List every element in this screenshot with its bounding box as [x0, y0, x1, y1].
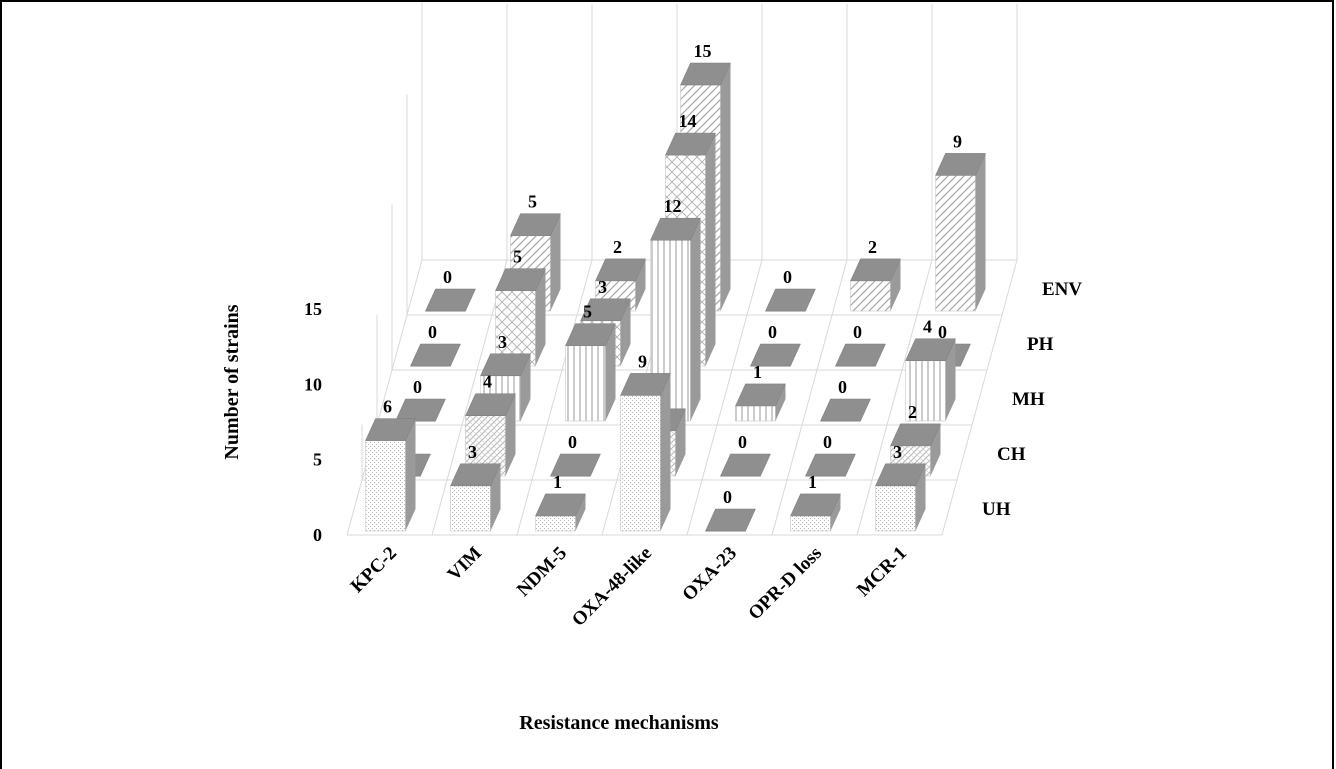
- bar-value-label: 3: [468, 442, 477, 462]
- series-label: CH: [997, 444, 1026, 465]
- bar-value-label: 4: [923, 317, 932, 337]
- series-label: UH: [982, 499, 1011, 520]
- bar: [410, 343, 461, 367]
- bar-value-label: 9: [638, 351, 647, 371]
- category-label: OXA-48-like: [568, 543, 656, 631]
- bar-value-label: 2: [908, 402, 917, 422]
- bar: [565, 323, 616, 422]
- bar-value-label: 2: [613, 237, 622, 257]
- bar-value-label: 9: [953, 131, 962, 151]
- series-depth-labels: UH CH MH PH ENV: [982, 279, 1082, 520]
- bar-value-label: 6: [383, 397, 392, 417]
- bar-value-label: 5: [513, 247, 522, 267]
- y-tick-label: 15: [304, 299, 322, 319]
- bar: [620, 373, 671, 532]
- bar-value-label: 1: [753, 362, 762, 382]
- bar: [720, 453, 771, 477]
- bar: [495, 268, 546, 367]
- series-label: PH: [1027, 334, 1054, 355]
- y-axis-tick-labels: 0 5 10 15: [304, 299, 322, 545]
- bar-value-label: 0: [723, 487, 732, 507]
- bar-value-label: 0: [783, 267, 792, 287]
- bar-value-label: 0: [428, 322, 437, 342]
- bar-value-label: 3: [893, 442, 902, 462]
- y-tick-label: 10: [304, 374, 322, 394]
- bar: [550, 453, 601, 477]
- bar: [835, 343, 886, 367]
- bar-value-label: 0: [938, 322, 947, 342]
- x-axis-title: Resistance mechanisms: [519, 712, 719, 734]
- bar: [790, 493, 841, 532]
- bar: [365, 418, 416, 532]
- category-label: OPR-D loss: [744, 543, 826, 625]
- bar-value-label: 5: [583, 302, 592, 322]
- bar: [735, 383, 786, 422]
- category-label: VIM: [444, 543, 487, 586]
- bar: [535, 493, 586, 532]
- bars-group: 92015250000143504011253020030403109136: [365, 41, 986, 532]
- bar: [765, 288, 816, 312]
- bar: [425, 288, 476, 312]
- category-label: OXA-23: [678, 543, 741, 606]
- bar-value-label: 0: [853, 322, 862, 342]
- bar-value-label: 14: [679, 111, 697, 131]
- bar-value-label: 0: [738, 432, 747, 452]
- series-label: ENV: [1042, 279, 1082, 300]
- bar-value-label: 2: [868, 237, 877, 257]
- bar: [850, 258, 901, 312]
- y-tick-label: 0: [313, 525, 322, 545]
- bar-value-label: 0: [838, 377, 847, 397]
- bar: [875, 463, 926, 532]
- y-axis-title: Number of strains: [221, 304, 243, 459]
- bar-value-label: 1: [808, 472, 817, 492]
- bar: [705, 508, 756, 532]
- bar-value-label: 4: [483, 372, 492, 392]
- bar-value-label: 0: [768, 322, 777, 342]
- bar-value-label: 0: [413, 377, 422, 397]
- bar: [395, 398, 446, 422]
- category-label: NDM-5: [513, 543, 571, 601]
- bar-value-label: 3: [598, 277, 607, 297]
- bar-value-label: 0: [823, 432, 832, 452]
- bar: [450, 463, 501, 532]
- bar: [935, 153, 986, 312]
- bar-value-label: 0: [568, 432, 577, 452]
- series-label: MH: [1012, 389, 1045, 410]
- y-tick-label: 5: [313, 450, 322, 470]
- bar: [905, 338, 956, 422]
- category-label: KPC-2: [347, 543, 401, 597]
- bar-value-label: 5: [528, 192, 537, 212]
- bar: [805, 453, 856, 477]
- bar: [750, 343, 801, 367]
- bar-value-label: 3: [498, 332, 507, 352]
- bar-value-label: 12: [664, 196, 682, 216]
- bar: [820, 398, 871, 422]
- bar-value-label: 1: [553, 472, 562, 492]
- bar-value-label: 0: [443, 267, 452, 287]
- category-label: MCR-1: [853, 543, 911, 601]
- bar-value-label: 15: [694, 41, 712, 61]
